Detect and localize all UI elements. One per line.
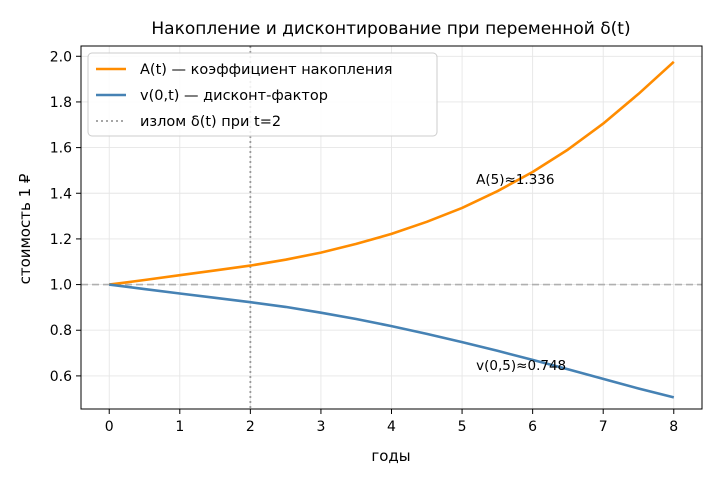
x-axis-label: годы <box>371 447 410 465</box>
y-tick-label: 0.6 <box>50 369 72 385</box>
y-tick-label: 1.2 <box>50 232 72 248</box>
legend-label: A(t) — коэффициент накопления <box>140 62 392 78</box>
y-axis-ticks: 0.6 0.8 1.0 1.2 1.4 1.6 1.8 2.0 <box>50 49 81 385</box>
annotation-label: v(0,5)≈0.748 <box>476 358 566 374</box>
annotations: A(5)≈1.336 v(0,5)≈0.748 <box>476 172 566 374</box>
x-tick-label: 5 <box>458 419 467 435</box>
chart-title: Накопление и дисконтирование при перемен… <box>151 19 630 39</box>
y-tick-label: 1.6 <box>50 141 72 157</box>
legend-box <box>87 52 438 137</box>
series-line-2 <box>109 283 675 399</box>
series-lines <box>109 60 675 399</box>
x-tick-label: 6 <box>528 419 537 435</box>
x-axis-ticks: 0 1 2 3 4 5 6 7 8 <box>105 409 678 435</box>
annotation-label: A(5)≈1.336 <box>476 172 554 188</box>
x-tick-label: 8 <box>669 419 678 435</box>
y-tick-label: 1.8 <box>50 95 72 111</box>
legend-label: v(0,t) — дисконт-фактор <box>140 88 328 104</box>
y-tick-label: 1.0 <box>50 278 72 294</box>
x-tick-label: 4 <box>387 419 396 435</box>
x-tick-label: 7 <box>599 419 608 435</box>
series-line-1 <box>109 60 675 286</box>
x-tick-label: 2 <box>246 419 255 435</box>
y-tick-label: 2.0 <box>50 49 72 65</box>
x-tick-label: 3 <box>316 419 325 435</box>
x-tick-label: 0 <box>105 419 114 435</box>
y-tick-label: 0.8 <box>50 323 72 339</box>
legend-label: излом δ(t) при t=2 <box>140 114 281 130</box>
x-tick-label: 1 <box>175 419 184 435</box>
legend: A(t) — коэффициент накопления v(0,t) — ди… <box>87 52 438 137</box>
y-tick-label: 1.4 <box>50 186 72 202</box>
y-axis-label: стоимость 1 ₽ <box>16 173 34 284</box>
